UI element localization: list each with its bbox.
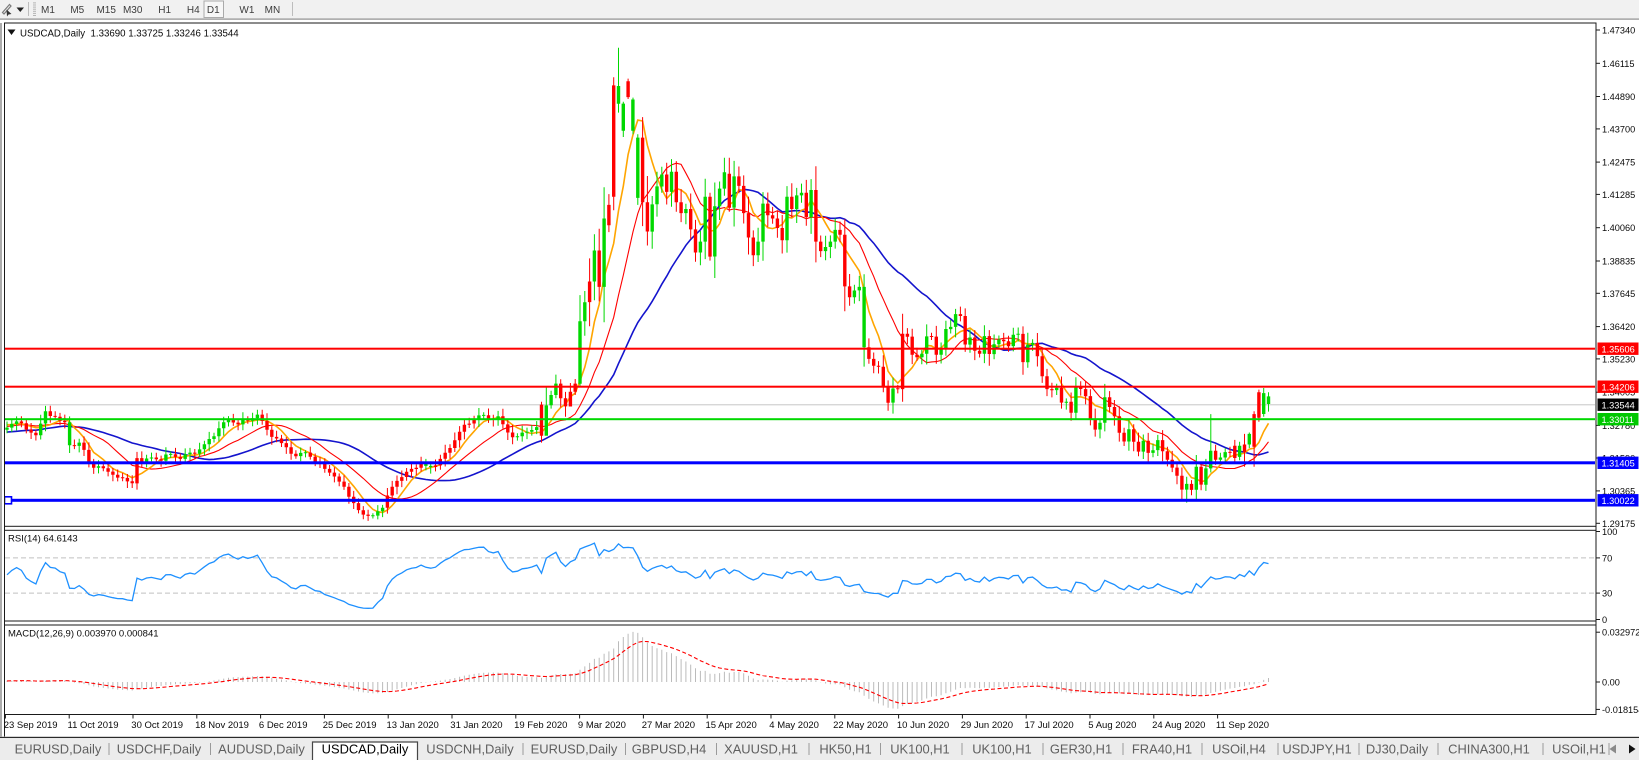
svg-text:4 May 2020: 4 May 2020 bbox=[769, 720, 819, 731]
svg-text:70: 70 bbox=[1602, 553, 1612, 563]
svg-text:1.43700: 1.43700 bbox=[1602, 124, 1635, 134]
svg-text:27 Mar 2020: 27 Mar 2020 bbox=[642, 720, 695, 731]
svg-text:1.40060: 1.40060 bbox=[1602, 223, 1635, 233]
svg-text:USDCHF,Daily: USDCHF,Daily bbox=[117, 742, 202, 757]
svg-text:USDCAD,Daily: USDCAD,Daily bbox=[322, 742, 409, 757]
svg-text:MN: MN bbox=[265, 5, 281, 16]
svg-text:USOil,H1: USOil,H1 bbox=[1552, 742, 1606, 757]
svg-text:0.00: 0.00 bbox=[1602, 678, 1620, 688]
svg-text:22 May 2020: 22 May 2020 bbox=[833, 720, 888, 731]
svg-text:1.30365: 1.30365 bbox=[1602, 486, 1635, 496]
svg-text:100: 100 bbox=[1602, 527, 1617, 537]
svg-text:FRA40,H1: FRA40,H1 bbox=[1132, 742, 1192, 757]
svg-text:29 Jun 2020: 29 Jun 2020 bbox=[961, 720, 1013, 731]
svg-text:5 Aug 2020: 5 Aug 2020 bbox=[1088, 720, 1136, 731]
svg-text:19 Feb 2020: 19 Feb 2020 bbox=[514, 720, 567, 731]
svg-text:1.30022: 1.30022 bbox=[1602, 496, 1635, 506]
svg-text:GBPUSD,H4: GBPUSD,H4 bbox=[632, 742, 707, 757]
svg-text:1.32780: 1.32780 bbox=[1602, 421, 1635, 431]
svg-text:USDCNH,Daily: USDCNH,Daily bbox=[426, 742, 514, 757]
svg-text:CHINA300,H1: CHINA300,H1 bbox=[1448, 742, 1530, 757]
svg-text:18 Nov 2019: 18 Nov 2019 bbox=[195, 720, 249, 731]
svg-text:1.33011: 1.33011 bbox=[1602, 415, 1635, 425]
svg-text:EURUSD,Daily: EURUSD,Daily bbox=[15, 742, 102, 757]
svg-text:M15: M15 bbox=[96, 5, 116, 16]
svg-text:W1: W1 bbox=[239, 5, 254, 16]
svg-text:31 Jan 2020: 31 Jan 2020 bbox=[450, 720, 502, 731]
svg-text:USDJPY,H1: USDJPY,H1 bbox=[1282, 742, 1351, 757]
svg-text:1.47340: 1.47340 bbox=[1602, 26, 1635, 36]
svg-text:1.41285: 1.41285 bbox=[1602, 190, 1635, 200]
svg-text:6 Dec 2019: 6 Dec 2019 bbox=[259, 720, 308, 731]
svg-text:EURUSD,Daily: EURUSD,Daily bbox=[531, 742, 618, 757]
svg-text:H4: H4 bbox=[187, 5, 200, 16]
svg-text:0.032972: 0.032972 bbox=[1602, 628, 1639, 638]
svg-text:1.46115: 1.46115 bbox=[1602, 59, 1635, 69]
svg-text:MACD(12,26,9) 0.003970 0.00084: MACD(12,26,9) 0.003970 0.000841 bbox=[8, 629, 159, 640]
svg-text:HK50,H1: HK50,H1 bbox=[819, 742, 871, 757]
svg-text:1.31405: 1.31405 bbox=[1602, 458, 1635, 468]
svg-text:17 Jul 2020: 17 Jul 2020 bbox=[1025, 720, 1074, 731]
svg-text:M1: M1 bbox=[41, 5, 55, 16]
svg-text:AUDUSD,Daily: AUDUSD,Daily bbox=[218, 742, 305, 757]
svg-text:1.29175: 1.29175 bbox=[1602, 519, 1635, 529]
svg-text:-0.018154: -0.018154 bbox=[1602, 705, 1639, 715]
svg-text:9 Mar 2020: 9 Mar 2020 bbox=[578, 720, 626, 731]
svg-text:UK100,H1: UK100,H1 bbox=[972, 742, 1031, 757]
svg-text:15 Apr 2020: 15 Apr 2020 bbox=[706, 720, 757, 731]
svg-text:30 Oct 2019: 30 Oct 2019 bbox=[131, 720, 183, 731]
svg-text:USDCAD,Daily 1.33690 1.33725: USDCAD,Daily 1.33690 1.33725 1.33246 1.3… bbox=[20, 29, 239, 40]
svg-text:1.33544: 1.33544 bbox=[1602, 400, 1635, 410]
svg-text:GER30,H1: GER30,H1 bbox=[1050, 742, 1112, 757]
svg-text:XAUUSD,H1: XAUUSD,H1 bbox=[724, 742, 798, 757]
svg-text:1.34206: 1.34206 bbox=[1602, 382, 1635, 392]
svg-text:D1: D1 bbox=[207, 5, 220, 16]
svg-text:H1: H1 bbox=[158, 5, 171, 16]
svg-text:USOil,H4: USOil,H4 bbox=[1212, 742, 1266, 757]
svg-text:24 Aug 2020: 24 Aug 2020 bbox=[1152, 720, 1205, 731]
svg-text:13 Jan 2020: 13 Jan 2020 bbox=[387, 720, 439, 731]
svg-text:1.36420: 1.36420 bbox=[1602, 322, 1635, 332]
svg-text:1.42475: 1.42475 bbox=[1602, 158, 1635, 168]
svg-text:DJ30,Daily: DJ30,Daily bbox=[1366, 742, 1429, 757]
svg-text:23 Sep 2019: 23 Sep 2019 bbox=[4, 720, 58, 731]
svg-text:UK100,H1: UK100,H1 bbox=[890, 742, 949, 757]
svg-text:25 Dec 2019: 25 Dec 2019 bbox=[323, 720, 377, 731]
svg-text:10 Jun 2020: 10 Jun 2020 bbox=[897, 720, 949, 731]
svg-text:M30: M30 bbox=[123, 5, 143, 16]
svg-text:1.37645: 1.37645 bbox=[1602, 289, 1635, 299]
svg-text:11 Oct 2019: 11 Oct 2019 bbox=[68, 720, 119, 731]
svg-text:1.35230: 1.35230 bbox=[1602, 354, 1635, 364]
svg-text:11 Sep 2020: 11 Sep 2020 bbox=[1216, 720, 1269, 731]
svg-text:RSI(14) 64.6143: RSI(14) 64.6143 bbox=[8, 534, 78, 545]
svg-text:0: 0 bbox=[1602, 615, 1607, 625]
svg-text:30: 30 bbox=[1602, 589, 1612, 599]
svg-text:1.38835: 1.38835 bbox=[1602, 257, 1635, 267]
svg-text:M5: M5 bbox=[70, 5, 84, 16]
svg-text:1.44890: 1.44890 bbox=[1602, 92, 1635, 102]
svg-text:1.35606: 1.35606 bbox=[1602, 344, 1635, 354]
